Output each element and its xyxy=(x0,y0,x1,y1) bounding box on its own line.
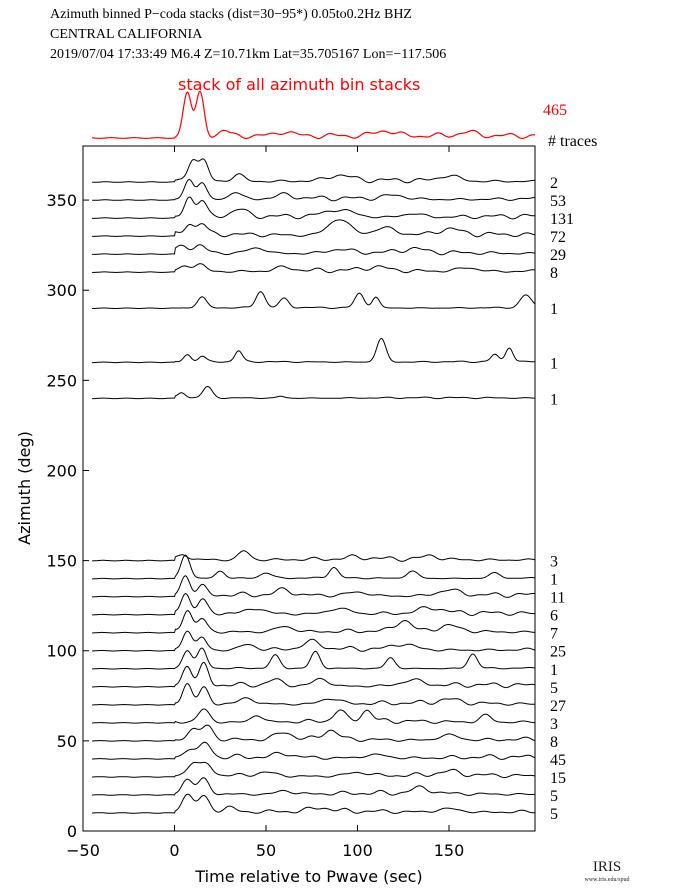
trace-count-label: 11 xyxy=(550,590,565,607)
header-line-2: CENTRAL CALIFORNIA xyxy=(50,27,203,42)
trace-line xyxy=(92,337,535,364)
trace-count-label: 1 xyxy=(550,662,558,679)
trace-line xyxy=(92,291,536,309)
stack-trace xyxy=(92,90,535,140)
trace-count-label: 7 xyxy=(550,626,558,643)
x-tick-label: 150 xyxy=(434,841,465,860)
trace-line xyxy=(92,630,536,652)
trace-line xyxy=(92,610,535,634)
trace-count-label: 1 xyxy=(550,355,558,372)
trace-count-label: 2 xyxy=(550,175,558,192)
x-tick-label: 100 xyxy=(342,841,373,860)
trace-count-label: 53 xyxy=(550,193,566,210)
trace-line xyxy=(92,263,536,274)
trace-line xyxy=(92,761,536,778)
trace-line xyxy=(92,196,535,220)
trace-count-label: 5 xyxy=(550,806,558,823)
trace-series xyxy=(92,158,536,815)
trace-count-label: 8 xyxy=(550,734,558,751)
trace-line xyxy=(92,661,536,689)
trace-count-label: 6 xyxy=(550,608,558,625)
trace-count-label: 8 xyxy=(550,265,558,282)
trace-count-label: 29 xyxy=(550,247,566,264)
trace-line xyxy=(92,219,536,238)
trace-count-label: 27 xyxy=(550,698,566,715)
trace-count-label: 25 xyxy=(550,644,566,661)
trace-line xyxy=(92,682,536,706)
header-line-1: Azimuth binned P−coda stacks (dist=30−95… xyxy=(50,7,412,22)
y-tick-label: 150 xyxy=(46,552,77,571)
trace-line xyxy=(92,793,535,815)
plot-frame xyxy=(82,145,536,832)
header-line-3: 2019/07/04 17:33:49 M6.4 Z=10.71km Lat=3… xyxy=(50,47,446,62)
trace-count-label: 3 xyxy=(550,554,558,571)
y-tick-label: 300 xyxy=(46,281,77,300)
y-axis: 0 50 100 150 200 250 300 350 xyxy=(46,191,89,841)
x-axis: −50 0 50 100 150 xyxy=(66,146,464,860)
trace-count-label: 5 xyxy=(550,680,558,697)
x-axis-label: Time relative to Pwave (sec) xyxy=(194,867,422,886)
trace-line xyxy=(92,178,536,202)
trace-line xyxy=(92,777,535,796)
trace-count-label: 45 xyxy=(550,752,566,769)
trace-count-label: 1 xyxy=(550,301,558,318)
x-tick-label: 0 xyxy=(169,841,179,860)
trace-line xyxy=(92,244,536,256)
y-tick-label: 250 xyxy=(46,371,77,390)
iris-logo: IRIS www.iris.edu/spud xyxy=(585,859,630,883)
y-tick-label: 0 xyxy=(67,822,77,841)
trace-line xyxy=(92,385,536,400)
y-tick-label: 350 xyxy=(46,191,77,210)
y-tick-label: 100 xyxy=(46,642,77,661)
counts-header: # traces xyxy=(548,133,597,150)
y-tick-label: 50 xyxy=(57,732,77,751)
trace-count-label: 15 xyxy=(550,770,566,787)
trace-count-label: 72 xyxy=(550,229,566,246)
iris-logo-name: IRIS xyxy=(593,859,621,875)
trace-line xyxy=(92,593,535,617)
trace-count-label: 1 xyxy=(550,391,558,408)
x-tick-label: 50 xyxy=(256,841,276,860)
trace-line xyxy=(92,741,536,760)
stack-count: 465 xyxy=(543,102,567,119)
trace-count-label: 1 xyxy=(550,572,558,589)
trace-line xyxy=(92,708,535,724)
trace-count-label: 3 xyxy=(550,716,558,733)
trace-line xyxy=(92,724,536,742)
trace-line xyxy=(92,550,536,562)
trace-line xyxy=(92,647,536,670)
trace-line xyxy=(92,575,536,598)
x-tick-label: −50 xyxy=(66,841,100,860)
y-tick-label: 200 xyxy=(46,461,77,480)
iris-logo-url: www.iris.edu/spud xyxy=(585,877,630,883)
y-axis-label: Azimuth (deg) xyxy=(15,431,34,545)
trace-line xyxy=(92,554,536,580)
trace-count-label: 5 xyxy=(550,788,558,805)
trace-line xyxy=(92,158,536,184)
trace-count-label: 131 xyxy=(550,211,574,228)
stack-label: stack of all azimuth bin stacks xyxy=(178,75,420,94)
